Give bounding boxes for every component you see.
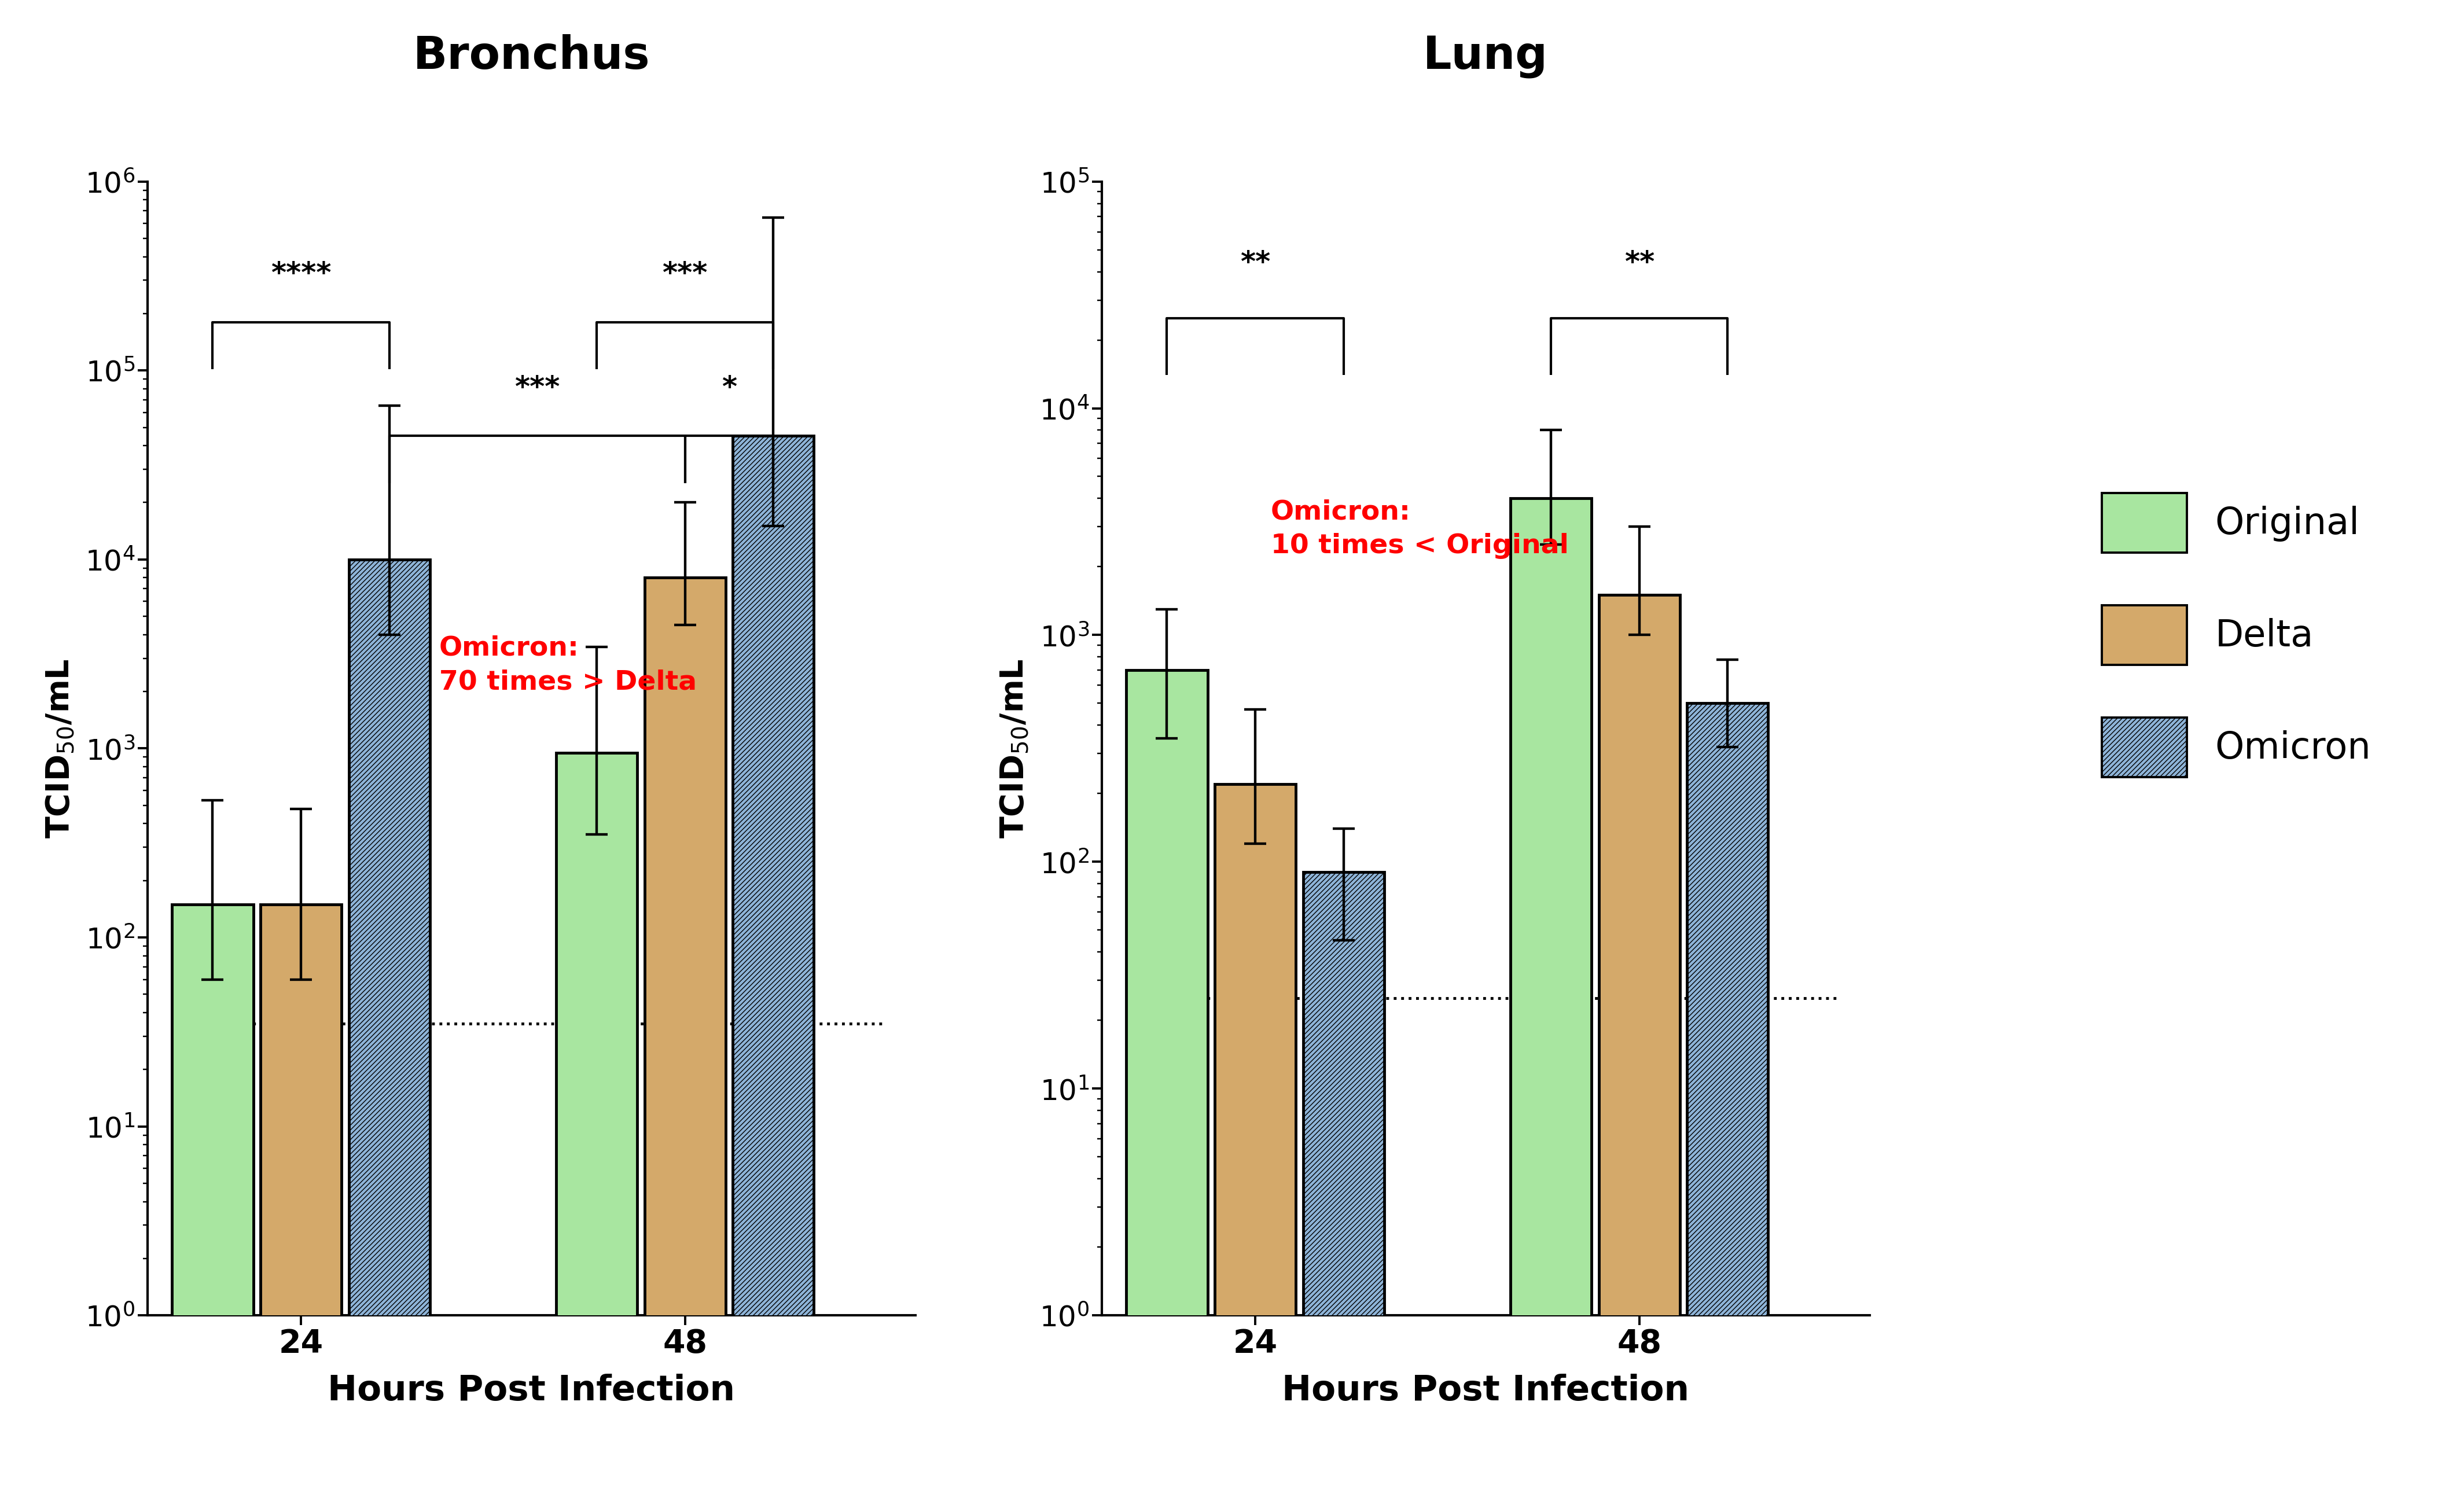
Bar (172, 904, 253, 1512)
Text: Omicron:
70 times > Delta: Omicron: 70 times > Delta (440, 635, 698, 696)
Bar (1216, 785, 1297, 1512)
Y-axis label: TCID$_{50}$/mL: TCID$_{50}$/mL (997, 659, 1029, 838)
Text: ****: **** (270, 260, 332, 289)
Title: Bronchus: Bronchus (413, 35, 651, 79)
Bar (1510, 499, 1591, 1512)
Title: Lung: Lung (1422, 35, 1547, 79)
Text: ***: *** (663, 260, 707, 289)
Bar (349, 559, 430, 1512)
Bar (732, 435, 813, 1512)
Bar (260, 904, 341, 1512)
Legend: Original, Delta, Omicron: Original, Delta, Omicron (2073, 464, 2400, 806)
Text: **: ** (1240, 249, 1270, 277)
Bar (1599, 596, 1680, 1512)
Bar (643, 578, 725, 1512)
Bar (1687, 703, 1768, 1512)
X-axis label: Hours Post Infection: Hours Post Infection (327, 1373, 734, 1408)
X-axis label: Hours Post Infection: Hours Post Infection (1282, 1373, 1690, 1408)
Text: **: ** (1623, 249, 1655, 277)
Bar (555, 753, 636, 1512)
Y-axis label: TCID$_{50}$/mL: TCID$_{50}$/mL (44, 659, 76, 838)
Text: ***: *** (513, 373, 560, 402)
Bar (1127, 670, 1208, 1512)
Text: *: * (722, 373, 737, 402)
Bar (1304, 872, 1385, 1512)
Text: Omicron:
10 times < Original: Omicron: 10 times < Original (1270, 499, 1569, 559)
